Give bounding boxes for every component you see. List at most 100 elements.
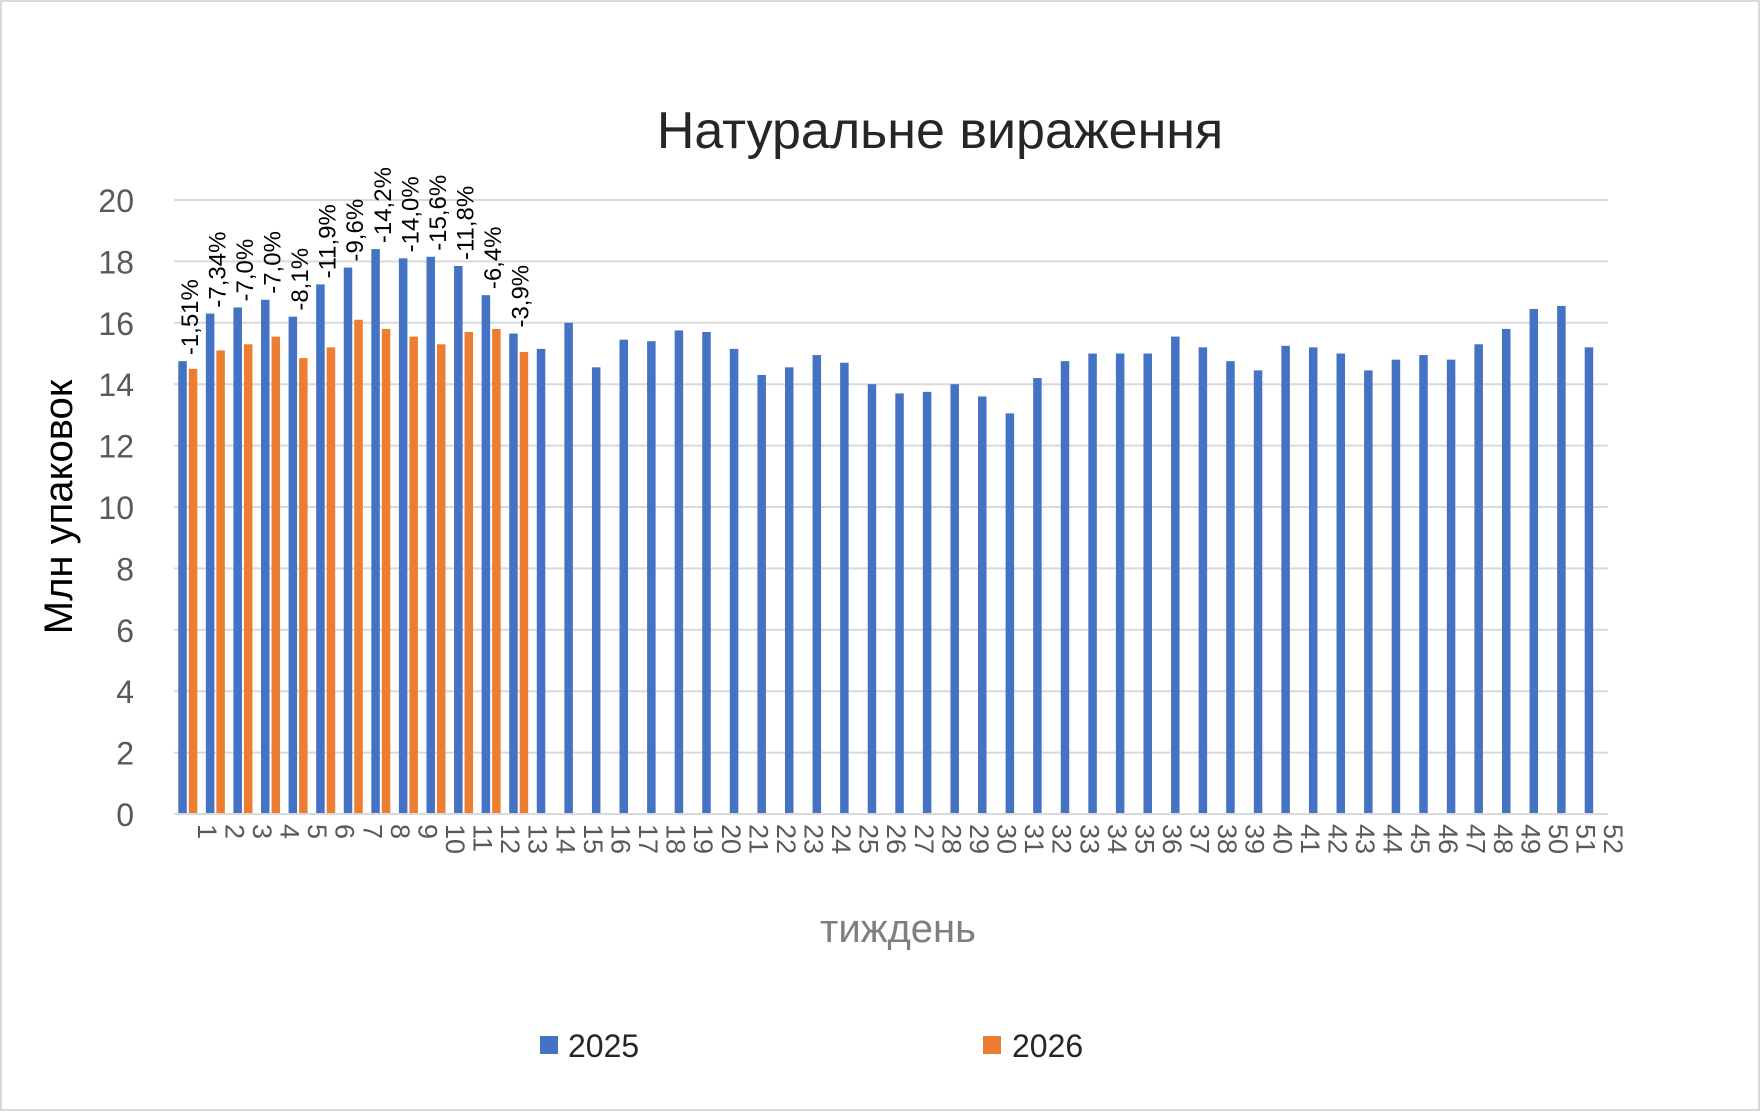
x-tick-label: 28 [936, 824, 966, 854]
x-tick-label: 48 [1488, 824, 1518, 854]
x-tick-label: 12 [495, 824, 525, 854]
x-tick-label: 39 [1240, 824, 1270, 854]
x-tick-label: 38 [1212, 824, 1242, 854]
x-tick-label: 1 [192, 824, 222, 839]
x-tick-label: 45 [1405, 824, 1435, 854]
data-label: -15,6% [425, 175, 452, 251]
bar-2025 [1005, 413, 1015, 814]
bar-2026 [243, 344, 253, 814]
bar-2025 [950, 384, 959, 814]
bar-2025 [674, 330, 684, 814]
data-label: -1,51% [177, 279, 204, 355]
bar-2025 [205, 313, 215, 814]
bar-2026 [354, 319, 363, 814]
bar-2025 [840, 362, 849, 814]
bar-2026 [326, 347, 336, 814]
bar-2025 [784, 367, 794, 814]
x-tick-label: 7 [357, 824, 387, 839]
y-tick-label: 20 [98, 183, 134, 219]
bar-2025 [1308, 347, 1318, 814]
data-label: -7,34% [204, 232, 231, 308]
x-tick-label: 42 [1322, 824, 1352, 854]
legend-label-2026: 2026 [1012, 1028, 1083, 1064]
x-tick-label: 2 [219, 824, 249, 839]
x-tick-label: 11 [468, 824, 498, 852]
bar-2025 [895, 393, 904, 814]
bar-2026 [492, 328, 501, 814]
bar-2025 [1198, 347, 1208, 814]
x-tick-label: 24 [826, 824, 856, 854]
data-label: -14,0% [397, 176, 424, 252]
bar-2025 [1501, 328, 1511, 814]
data-label: -14,2% [370, 167, 397, 243]
x-axis-label: тиждень [820, 907, 976, 951]
bar-2025 [343, 267, 353, 814]
x-tick-label: 23 [798, 824, 828, 854]
x-tick-label: 29 [964, 824, 994, 854]
y-axis-tick-labels: 0 2 4 6 8 10 12 14 16 18 20 [98, 183, 134, 833]
bar-2025 [481, 295, 491, 814]
x-tick-label: 50 [1543, 824, 1573, 854]
bar-2025 [1281, 345, 1290, 814]
bar-2025 [1033, 378, 1042, 814]
bar-2025 [288, 316, 298, 814]
bar-2025 [1336, 353, 1346, 814]
data-label: -11,8% [453, 186, 480, 260]
x-tick-label: 21 [743, 824, 773, 854]
bar-2025 [564, 322, 573, 814]
x-tick-label: 18 [661, 824, 691, 854]
bar-2025 [922, 391, 932, 814]
x-tick-label: 49 [1515, 824, 1545, 854]
bar-2026 [188, 368, 198, 814]
bar-2025 [371, 249, 380, 814]
data-label: -7,0% [260, 231, 287, 294]
bar-2025 [426, 256, 435, 814]
x-tick-label: 15 [578, 824, 608, 854]
y-tick-label: 10 [98, 490, 134, 526]
x-tick-label: 52 [1598, 824, 1628, 854]
y-tick-label: 2 [116, 736, 134, 772]
x-tick-label: 14 [550, 824, 580, 854]
bar-2025 [1171, 336, 1180, 814]
chart-title: Натуральне вираження [657, 102, 1223, 160]
bar-2025 [178, 361, 187, 814]
x-tick-label: 17 [633, 824, 663, 854]
y-axis-label: Млн упаковок [37, 379, 81, 634]
data-labels: -1,51%-7,34% -7,0% -7,0% -8,1%-11,9% -9,6% -1… [177, 167, 535, 355]
bar-2025 [454, 266, 463, 814]
x-axis-tick-labels: 1234567891011121314151617181920212223242… [192, 824, 1628, 854]
bar-2025 [1115, 353, 1125, 814]
y-tick-label: 4 [116, 674, 134, 710]
y-tick-label: 14 [98, 367, 134, 403]
bar-2025 [1557, 305, 1566, 814]
data-label: -3,9% [508, 265, 535, 328]
bar-2025 [1364, 370, 1373, 814]
bar-2025 [619, 339, 629, 814]
bar-2026 [464, 332, 474, 814]
x-tick-label: 25 [854, 824, 884, 854]
x-tick-label: 47 [1460, 824, 1490, 854]
bar-2025 [867, 384, 877, 814]
bar-2025 [1088, 353, 1097, 814]
x-tick-label: 22 [771, 824, 801, 854]
x-tick-label: 27 [909, 824, 939, 854]
x-tick-label: 44 [1378, 824, 1408, 854]
legend-swatch-2026 [983, 1036, 1001, 1054]
x-tick-label: 6 [330, 824, 360, 839]
bar-2025 [398, 258, 408, 815]
data-label: -11,9% [315, 204, 342, 278]
bar-2025 [536, 348, 546, 814]
x-tick-label: 8 [385, 824, 415, 839]
bar-2025 [591, 367, 601, 814]
bar-2025 [1474, 344, 1483, 814]
x-tick-label: 36 [1157, 824, 1187, 854]
bar-2025 [1584, 347, 1594, 814]
bar-2025 [812, 355, 822, 814]
x-tick-label: 40 [1267, 824, 1297, 854]
data-label: -8,1% [287, 248, 314, 311]
bar-2025 [1446, 359, 1456, 814]
x-tick-label: 33 [1074, 824, 1104, 854]
x-tick-label: 31 [1019, 824, 1049, 854]
bar-2025 [261, 299, 270, 814]
